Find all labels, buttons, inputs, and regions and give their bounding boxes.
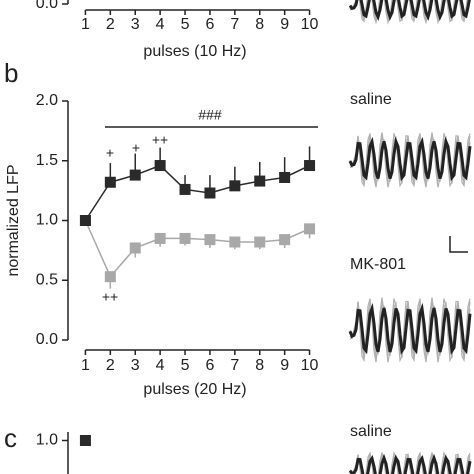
marker [254,236,266,248]
x-tick-label: 7 [230,16,239,33]
x-tick-label: 2 [106,16,115,33]
y-tick-label: 0.5 [36,271,58,288]
x-tick-label: 10 [301,357,319,374]
marker [254,175,266,187]
marker [154,232,166,244]
x-tick-label: 4 [156,357,165,374]
trace [348,136,472,182]
x-tick-label: 6 [205,357,214,374]
trace-label: MK-801 [350,256,406,273]
trace [349,297,471,363]
marker [204,234,216,246]
y-tick-label: 1.0 [36,212,58,229]
marker [304,223,316,235]
marker [229,180,241,192]
annotation: ### [198,107,222,123]
y-tick-label: 0.0 [36,0,58,12]
x-tick-label: 10 [301,16,319,33]
annotation: + [132,140,140,156]
x-tick-label: 1 [81,357,90,374]
trace [348,302,472,355]
trace-label: saline [350,423,392,440]
series-line [84,220,310,279]
trace [349,0,468,25]
marker [204,187,216,199]
x-tick-label: 9 [280,357,289,374]
marker [179,232,191,244]
annotation: + [106,145,114,161]
x-tick-label: 3 [131,16,140,33]
annotation: ++ [152,132,168,148]
marker [79,435,91,446]
marker [304,160,316,172]
x-tick-label: 9 [280,16,289,33]
x-tick-label: 6 [205,16,214,33]
marker [229,236,241,248]
y-axis-label: normalized LFP [5,164,22,276]
x-tick-label: 1 [81,16,90,33]
scale-bar [449,236,468,253]
marker [279,234,291,246]
series-line [84,164,310,221]
trace [349,132,471,188]
marker [129,242,141,254]
panel-letter: c [4,423,17,453]
y-tick-label: 2.0 [36,92,58,109]
x-tick-label: 7 [230,357,239,374]
x-tick-label: 3 [131,357,140,374]
x-axis-label: pulses (10 Hz) [143,43,246,60]
annotation: ++ [102,289,118,305]
panel-letter: b [4,58,18,88]
marker [104,271,116,283]
trace [349,0,469,23]
marker [129,169,141,181]
y-tick-label: 1.0 [36,432,58,449]
marker [179,183,191,195]
marker [154,160,166,172]
trace [348,453,472,474]
x-tick-label: 8 [255,357,264,374]
x-axis-label: pulses (20 Hz) [143,381,246,398]
marker [104,176,116,188]
marker [79,215,91,226]
y-tick-label: 1.5 [36,152,58,169]
trace [350,451,471,474]
trace-label: saline [350,91,392,108]
marker [279,171,291,183]
trace [348,0,471,21]
x-tick-label: 5 [181,16,190,33]
x-tick-label: 4 [156,16,165,33]
y-tick-label: 0.0 [36,331,58,348]
x-tick-label: 2 [106,357,115,374]
x-tick-label: 5 [181,357,190,374]
x-tick-label: 8 [255,16,264,33]
